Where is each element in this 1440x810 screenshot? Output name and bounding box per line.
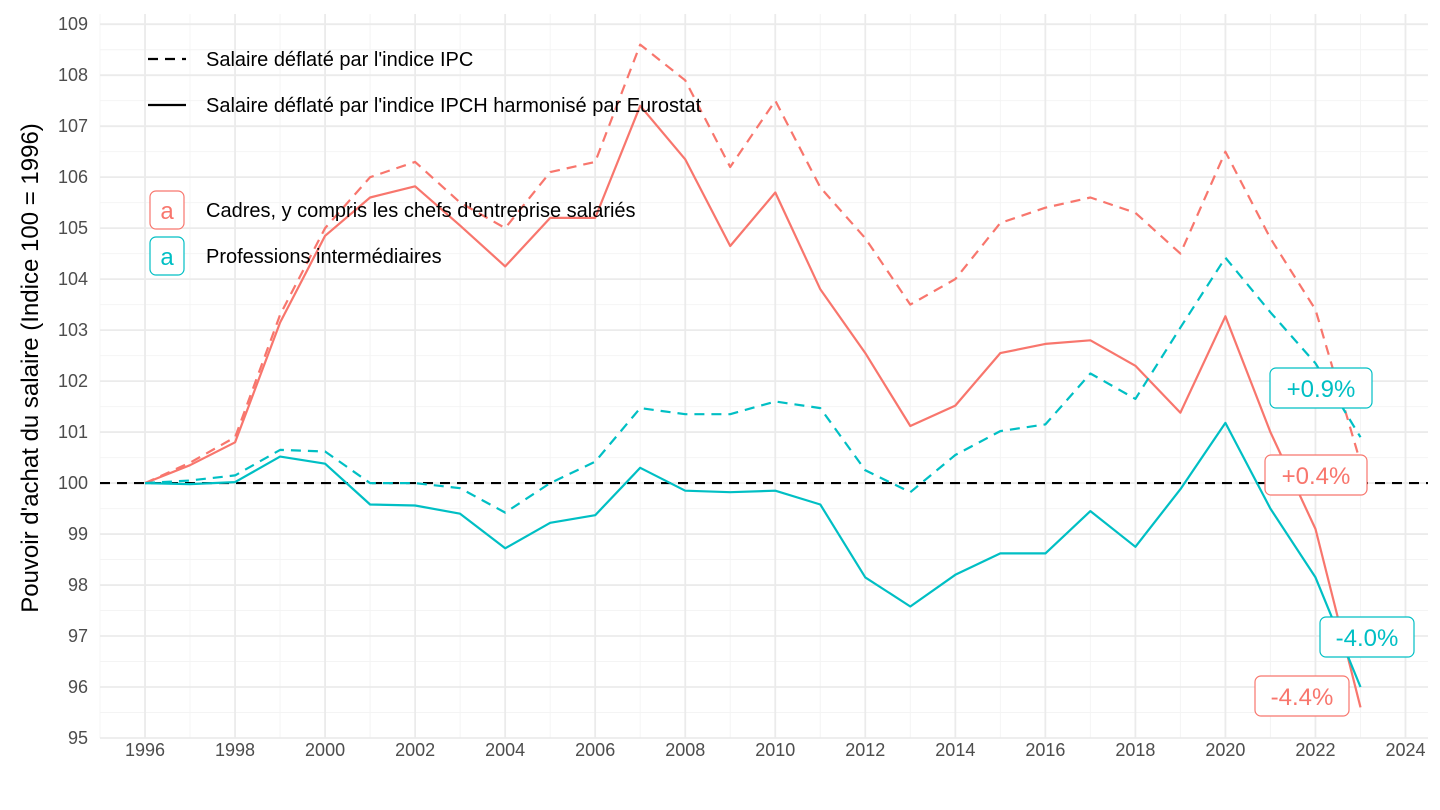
x-tick-label: 2008 <box>665 740 705 760</box>
professions-intermediaires-dashed-line <box>144 256 1362 514</box>
x-tick-label: 2018 <box>1115 740 1155 760</box>
x-tick-label: 2004 <box>485 740 525 760</box>
x-tick-label: 2010 <box>755 740 795 760</box>
end-labels: +0.4% -4.4% +0.9% -4.0% <box>1254 367 1415 717</box>
y-tick-label: 95 <box>68 728 88 748</box>
major-gridlines <box>100 14 1428 739</box>
legend-color-key-letter: a <box>160 244 174 271</box>
minor-gridlines <box>99 14 1428 738</box>
cadres-solid-line <box>144 104 1362 708</box>
legend: Salaire déflaté par l'indice IPC Salaire … <box>148 49 702 276</box>
x-tick-label: 2022 <box>1295 740 1335 760</box>
y-tick-label: 100 <box>58 473 88 493</box>
y-tick-label: 106 <box>58 167 88 187</box>
x-tick-label: 2014 <box>935 740 975 760</box>
y-tick-label: 101 <box>58 422 88 442</box>
y-tick-label: 104 <box>58 269 88 289</box>
x-tick-label: 2012 <box>845 740 885 760</box>
y-tick-label: 102 <box>58 371 88 391</box>
y-tick-label: 98 <box>68 575 88 595</box>
end-label-box <box>1269 367 1373 409</box>
y-tick-label: 96 <box>68 677 88 697</box>
end-label-box <box>1264 454 1368 496</box>
x-tick-label: 2024 <box>1385 740 1425 760</box>
x-tick-label: 2016 <box>1025 740 1065 760</box>
end-label: +0.9% <box>1287 376 1356 403</box>
end-label: +0.4% <box>1282 463 1351 490</box>
x-tick-label: 1998 <box>215 740 255 760</box>
x-tick-label: 2002 <box>395 740 435 760</box>
legend-linetype-label: Salaire déflaté par l'indice IPC <box>206 49 473 71</box>
legend-color-label: Cadres, y compris les chefs d'entreprise… <box>206 200 636 222</box>
legend-color-key-box <box>149 236 185 276</box>
end-label-box <box>1319 616 1415 658</box>
x-tick-label: 2006 <box>575 740 615 760</box>
y-tick-label: 99 <box>68 524 88 544</box>
x-axis-tick-labels: 1996 1998 2000 2002 2004 2006 2008 2010 2012 2014… <box>125 740 1426 760</box>
y-tick-label: 108 <box>58 65 88 85</box>
x-tick-label: 2000 <box>305 740 345 760</box>
end-label: -4.0% <box>1336 625 1399 652</box>
y-tick-label: 109 <box>58 14 88 34</box>
series-lines <box>144 43 1362 708</box>
y-axis-title: Pouvoir d'achat du salaire (Indice 100 =… <box>17 123 44 613</box>
y-tick-label: 105 <box>58 218 88 238</box>
x-tick-label: 2020 <box>1205 740 1245 760</box>
cadres-dashed-line <box>144 43 1362 485</box>
legend-linetype-label: Salaire déflaté par l'indice IPCH harmon… <box>206 95 702 117</box>
end-label: -4.4% <box>1271 684 1334 711</box>
legend-color-key-box <box>149 190 185 230</box>
y-tick-label: 107 <box>58 116 88 136</box>
x-tick-label: 1996 <box>125 740 165 760</box>
y-tick-label: 97 <box>68 626 88 646</box>
y-tick-label: 103 <box>58 320 88 340</box>
y-axis-tick-labels: 95 96 97 98 99 100 101 102 103 104 105 106 107 108 109 <box>58 14 88 748</box>
end-label-box <box>1254 675 1350 717</box>
professions-intermediaires-solid-line <box>144 421 1362 688</box>
legend-color-label: Professions intermédiaires <box>206 246 442 268</box>
legend-color-key-letter: a <box>160 198 174 225</box>
